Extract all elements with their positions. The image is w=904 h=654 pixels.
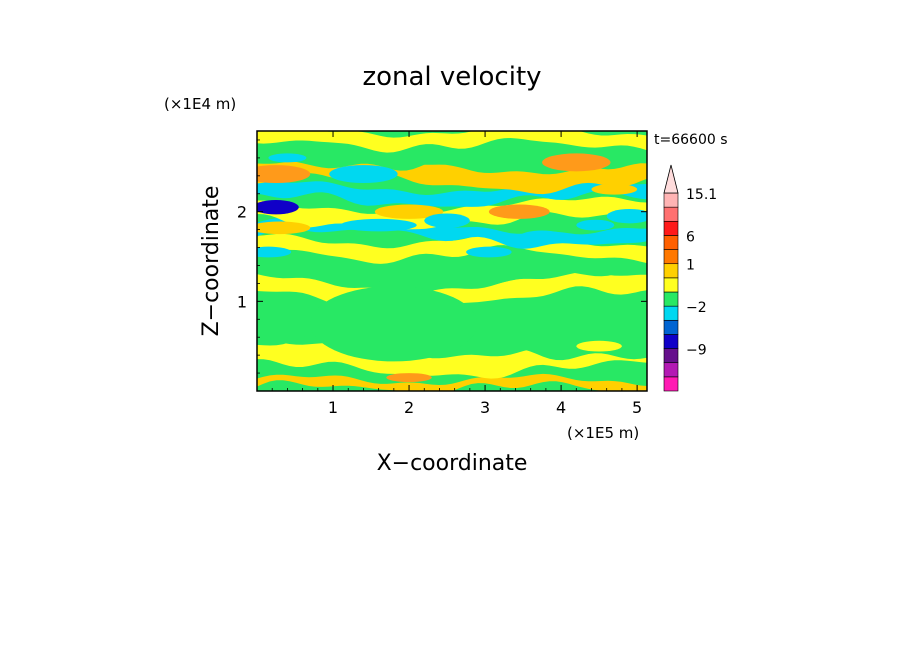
colorbar-swatch xyxy=(663,277,679,293)
colorbar-swatch xyxy=(663,376,679,392)
time-label: t=66600 s xyxy=(654,132,728,148)
y-scale-label: (×1E4 m) xyxy=(164,95,236,113)
colorbar: −9 −2 1 6 15.1 xyxy=(663,164,717,392)
field-blob xyxy=(576,219,615,231)
field-blob xyxy=(340,218,417,232)
colorbar-label: 15.1 xyxy=(686,187,717,203)
y-axis-ticks: 12 xyxy=(237,139,647,374)
colorbar-swatch xyxy=(663,220,679,236)
colorbar-swatch xyxy=(663,305,679,321)
y-tick-label: 2 xyxy=(237,203,247,222)
x-tick-label: 2 xyxy=(404,398,414,417)
field-band xyxy=(257,142,647,171)
colorbar-swatch xyxy=(663,235,679,250)
chart-title: zonal velocity xyxy=(362,62,541,92)
plot-frame xyxy=(256,130,648,392)
field-blob xyxy=(488,204,550,219)
colorbar-swatch xyxy=(663,348,679,364)
field-blob xyxy=(374,204,444,219)
field-blob xyxy=(257,200,299,215)
plot-area xyxy=(256,130,648,392)
x-tick-label: 3 xyxy=(480,398,490,417)
y-axis-label: Z−coordinate xyxy=(199,186,224,337)
colorbar-label: 1 xyxy=(686,258,695,274)
field-blob xyxy=(466,246,512,258)
field-blob xyxy=(386,373,432,383)
field-blob xyxy=(329,165,398,183)
colorbar-swatch xyxy=(663,291,679,307)
field-blob xyxy=(591,183,638,195)
field-blob xyxy=(424,213,470,228)
field-blob xyxy=(257,165,311,183)
colorbar-swatch xyxy=(663,362,679,378)
x-tick-label: 5 xyxy=(632,398,642,417)
colorbar-swatch xyxy=(663,319,679,335)
colorbar-label: 6 xyxy=(686,229,695,245)
field-blob xyxy=(257,221,311,235)
field-band xyxy=(257,251,647,289)
field-band xyxy=(257,373,647,391)
colorbar-swatch xyxy=(663,206,679,222)
field-blob xyxy=(310,286,478,362)
field-blob xyxy=(606,209,647,224)
x-axis-label: X−coordinate xyxy=(377,451,528,476)
colorbar-swatch xyxy=(663,334,679,349)
field-blob xyxy=(576,340,622,352)
colorbar-extend-arrow xyxy=(663,164,679,194)
colorbar-swatch xyxy=(663,192,679,208)
y-tick-label: 1 xyxy=(237,292,247,311)
field-blob xyxy=(257,246,292,258)
velocity-field xyxy=(257,131,647,391)
field-blob xyxy=(268,153,307,163)
field-band xyxy=(257,131,647,153)
x-scale-label: (×1E5 m) xyxy=(567,424,639,442)
field-blob xyxy=(519,230,565,244)
colorbar-label: −9 xyxy=(686,343,707,359)
colorbar-swatch xyxy=(663,249,679,265)
colorbar-label: −2 xyxy=(686,300,707,316)
field-blob xyxy=(542,153,611,172)
x-tick-label: 4 xyxy=(556,398,566,417)
x-tick-label: 1 xyxy=(328,398,338,417)
x-axis-ticks: 1 2 3 4 5 xyxy=(271,131,642,417)
colorbar-swatch xyxy=(663,263,679,279)
